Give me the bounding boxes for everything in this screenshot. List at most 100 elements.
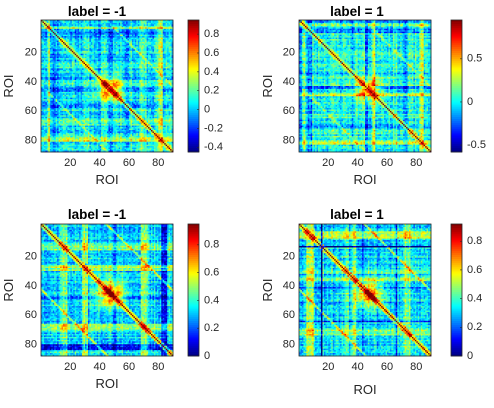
heatmap-cell	[41, 50, 43, 53]
heatmap-cell	[139, 30, 142, 33]
heatmap-cell	[115, 50, 118, 53]
heatmap-cell	[167, 55, 169, 58]
heatmap-cell	[142, 37, 145, 40]
heatmap-cell	[123, 42, 125, 44]
heatmap-cell	[73, 46, 76, 49]
heatmap-cell	[58, 52, 61, 55]
heatmap-cell	[145, 20, 147, 22]
heatmap-cell	[83, 30, 86, 33]
heatmap-cell	[159, 52, 162, 55]
heatmap-cell	[71, 20, 74, 22]
heatmap-cell	[95, 37, 98, 40]
heatmap-cell	[61, 44, 64, 47]
heatmap-cell	[124, 55, 127, 58]
heatmap-cell	[149, 49, 152, 52]
heatmap-cell	[67, 39, 70, 41]
heatmap-cell	[61, 58, 64, 60]
heatmap-cell	[124, 30, 127, 33]
heatmap-cell	[156, 22, 159, 25]
heatmap-cell	[98, 25, 101, 28]
heatmap-cell	[124, 40, 127, 43]
heatmap-cell	[104, 24, 106, 27]
heatmap-cell	[117, 34, 120, 37]
heatmap-cell	[159, 40, 162, 43]
heatmap-cell	[153, 22, 156, 25]
heatmap-cell	[64, 49, 67, 52]
heatmap-cell	[67, 37, 70, 40]
heatmap-cell	[133, 30, 136, 33]
heatmap-cell	[130, 52, 133, 55]
heatmap-cell	[145, 53, 147, 56]
heatmap-cell	[121, 47, 124, 50]
heatmap-cell	[145, 50, 147, 53]
heatmap-cell	[51, 52, 54, 55]
heatmap-cell	[90, 49, 93, 52]
heatmap-cell	[115, 44, 118, 47]
heatmap-cell	[76, 58, 79, 60]
heatmap-cell	[108, 33, 111, 36]
heatmap-cell	[86, 44, 89, 47]
heatmap-cell	[118, 46, 121, 49]
heatmap-cell	[99, 30, 102, 33]
heatmap-cell	[137, 52, 140, 55]
heatmap-cell	[121, 46, 124, 49]
heatmap-cell	[41, 21, 43, 24]
heatmap-cell	[98, 28, 101, 31]
heatmap-cell	[133, 20, 136, 22]
heatmap-cell	[148, 22, 150, 25]
heatmap-cell	[87, 40, 90, 43]
heatmap-cell	[96, 50, 99, 53]
heatmap-cell	[76, 44, 79, 47]
heatmap-cell	[63, 40, 65, 43]
heatmap-cell	[55, 49, 58, 52]
heatmap-cell	[124, 37, 127, 40]
heatmap-cell	[83, 44, 86, 47]
heatmap-cell	[83, 53, 86, 56]
heatmap-cell	[60, 46, 62, 49]
heatmap-cell	[164, 55, 167, 58]
heatmap-cell	[73, 27, 76, 30]
heatmap-cell	[46, 37, 49, 40]
heatmap-cell	[117, 36, 120, 38]
heatmap-cell	[158, 30, 161, 33]
heatmap-cell	[85, 50, 87, 53]
heatmap-cell	[95, 34, 98, 37]
heatmap-cell	[117, 33, 120, 36]
heatmap-cell	[127, 33, 130, 36]
heatmap-cell	[74, 27, 77, 30]
heatmap-cell	[87, 31, 90, 34]
heatmap-cell	[171, 36, 174, 38]
heatmap-cell	[74, 40, 77, 43]
heatmap-cell	[118, 33, 121, 36]
heatmap-cell	[49, 27, 52, 30]
heatmap-cell	[70, 39, 73, 41]
heatmap-cell	[55, 40, 58, 43]
heatmap-cell	[143, 39, 146, 41]
heatmap-cell	[79, 20, 81, 22]
heatmap-cell	[52, 28, 55, 31]
heatmap-cell	[42, 27, 45, 30]
heatmap-cell	[70, 22, 73, 25]
heatmap-cell	[82, 40, 84, 43]
heatmap-cell	[74, 52, 77, 55]
heatmap-cell	[64, 44, 67, 47]
heatmap-cell	[133, 40, 136, 43]
heatmap-cell	[114, 36, 117, 38]
heatmap-cell	[131, 50, 134, 53]
heatmap-cell	[156, 52, 159, 55]
heatmap-cell	[99, 50, 102, 53]
heatmap-cell	[70, 24, 73, 27]
heatmap-cell	[54, 47, 57, 50]
heatmap-cell	[139, 37, 142, 40]
heatmap-cell	[167, 56, 169, 59]
heatmap-cell	[102, 58, 105, 60]
heatmap-cell	[83, 22, 86, 25]
heatmap-cell	[158, 52, 161, 55]
heatmap-cell	[136, 50, 139, 53]
heatmap-cell	[137, 58, 140, 60]
heatmap-cell	[99, 36, 102, 38]
heatmap-cell	[121, 31, 124, 34]
heatmap-cell	[98, 30, 101, 33]
heatmap-cell	[63, 44, 65, 47]
heatmap-cell	[102, 21, 105, 24]
